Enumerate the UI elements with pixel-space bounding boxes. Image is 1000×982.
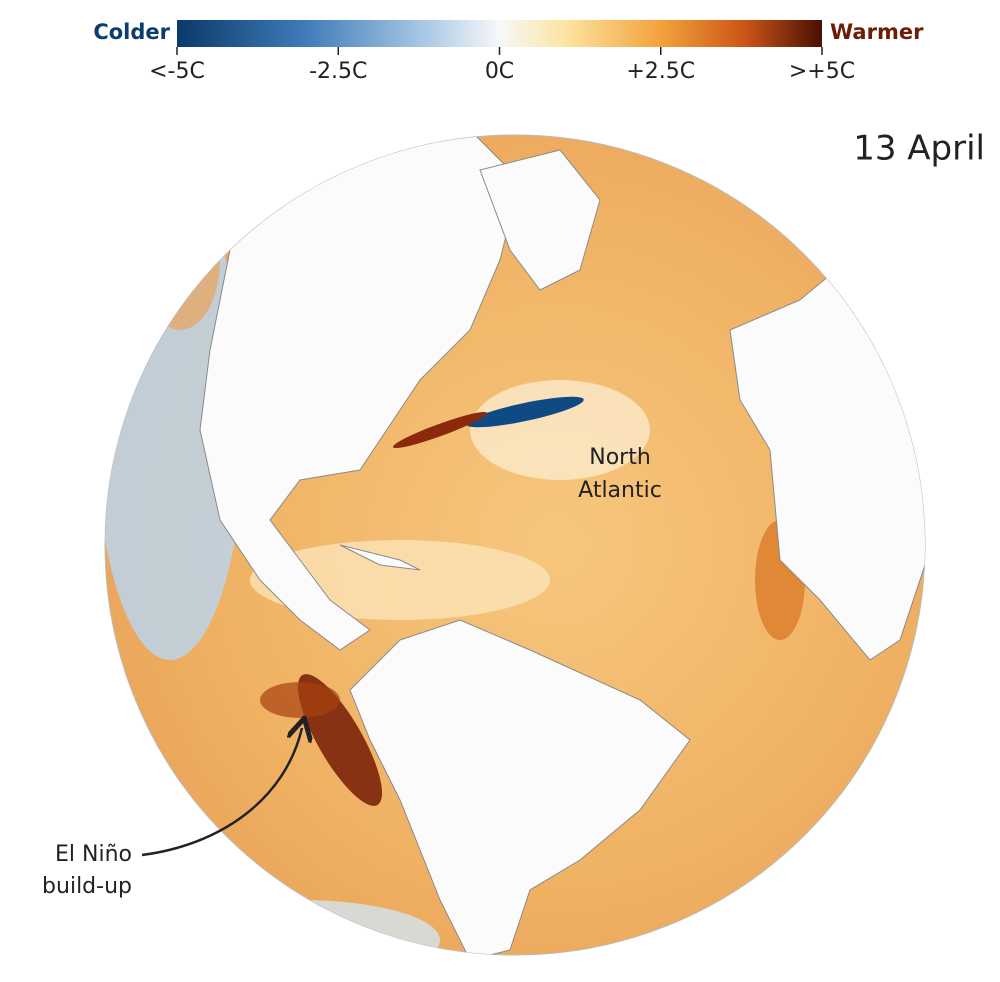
tick-label: +2.5C	[626, 59, 695, 84]
annotation-line: Atlantic	[578, 478, 662, 503]
annotation-line: El Niño	[55, 842, 132, 867]
cool-atlantic	[470, 380, 650, 480]
date-label: 13 April	[853, 129, 985, 169]
cuba	[339, 544, 421, 571]
annotation-line: build-up	[42, 874, 132, 899]
annotation-arrow	[141, 728, 302, 857]
color-scale-bar	[177, 20, 822, 47]
warm-streak	[392, 411, 488, 449]
greenland	[479, 149, 601, 291]
el-nino-core	[260, 682, 340, 718]
globe	[104, 134, 926, 956]
tick-label: -2.5C	[309, 59, 367, 84]
legend-low-label: Colder	[93, 20, 170, 44]
tick-label: >+5C	[789, 59, 855, 84]
warm-patch	[140, 190, 220, 330]
cold-south	[160, 900, 440, 955]
color-legend: Colder Warmer <-5C -2.5C 0C +2.5C >+5C	[93, 20, 924, 84]
annotation-line: North	[589, 445, 651, 470]
tick-label: 0C	[485, 59, 514, 84]
legend-high-label: Warmer	[830, 20, 924, 44]
cold-streak	[466, 396, 584, 428]
tick-label: <-5C	[149, 59, 205, 84]
south-america	[349, 619, 691, 955]
